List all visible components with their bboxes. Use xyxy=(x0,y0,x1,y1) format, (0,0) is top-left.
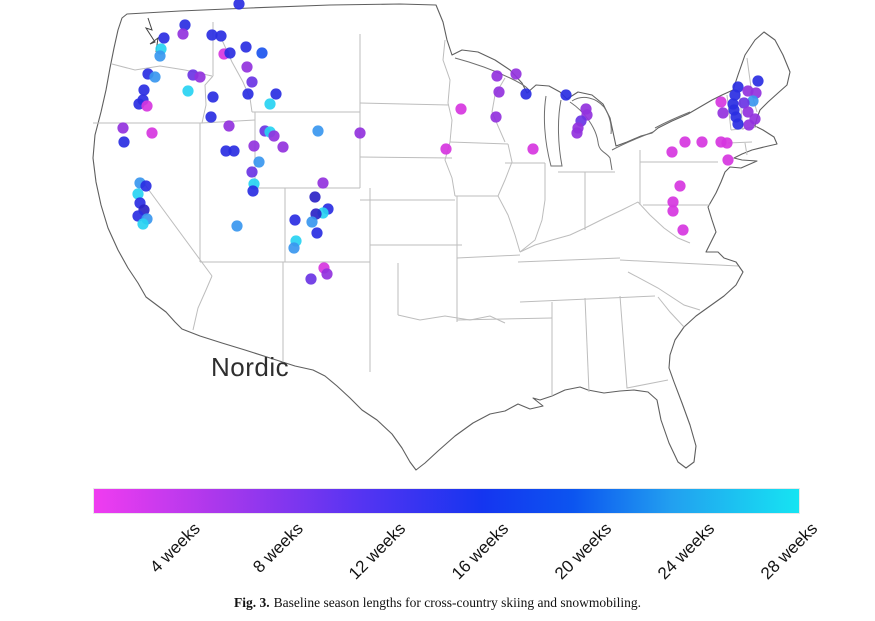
data-point xyxy=(311,227,323,239)
data-point xyxy=(242,88,254,100)
data-point xyxy=(747,95,759,107)
data-point xyxy=(264,98,276,110)
colorbar-tick-label: 24 weeks xyxy=(654,519,719,584)
puget-sound-coast xyxy=(144,17,159,53)
data-points-layer xyxy=(117,0,764,285)
data-point xyxy=(666,146,678,158)
figure-caption: Fig. 3. Baseline season lengths for cross… xyxy=(0,595,875,611)
colorbar-legend xyxy=(93,488,800,514)
data-point xyxy=(520,88,532,100)
data-point xyxy=(738,97,750,109)
data-point xyxy=(117,122,129,134)
colorbar-tick-label: 12 weeks xyxy=(345,519,410,584)
data-point xyxy=(743,119,755,131)
us-map xyxy=(92,0,791,471)
data-point xyxy=(717,107,729,119)
data-point xyxy=(560,89,572,101)
data-point xyxy=(132,188,144,200)
data-point xyxy=(715,96,727,108)
data-point xyxy=(146,127,158,139)
data-point xyxy=(305,273,317,285)
data-point xyxy=(224,47,236,59)
data-point xyxy=(141,100,153,112)
data-point xyxy=(206,29,218,41)
data-point xyxy=(253,156,265,168)
data-point xyxy=(722,154,734,166)
data-point xyxy=(510,68,522,80)
caption-text: Baseline season lengths for cross-countr… xyxy=(273,595,642,610)
data-point xyxy=(306,216,318,228)
data-point xyxy=(288,242,300,254)
data-point xyxy=(246,166,258,178)
data-point xyxy=(246,76,258,88)
data-point xyxy=(149,71,161,83)
data-point xyxy=(667,205,679,217)
data-point xyxy=(321,268,333,280)
data-point xyxy=(241,61,253,73)
data-point xyxy=(742,106,754,118)
data-point xyxy=(490,111,502,123)
data-point xyxy=(137,218,149,230)
data-point xyxy=(312,125,324,137)
data-point xyxy=(732,118,744,130)
data-point xyxy=(228,145,240,157)
region-label: Nordic xyxy=(211,352,290,382)
data-point xyxy=(138,84,150,96)
data-point xyxy=(752,75,764,87)
us-outline xyxy=(92,3,791,471)
data-point xyxy=(194,71,206,83)
colorbar-tick-label: 28 weeks xyxy=(757,519,822,584)
data-point xyxy=(247,185,259,197)
data-point xyxy=(220,145,232,157)
data-point xyxy=(571,127,583,139)
data-point xyxy=(679,136,691,148)
data-point xyxy=(223,120,235,132)
data-point xyxy=(177,28,189,40)
colorbar-tick-label: 16 weeks xyxy=(448,519,513,584)
data-point xyxy=(317,177,329,189)
data-point xyxy=(721,137,733,149)
data-point xyxy=(132,210,144,222)
data-point xyxy=(118,136,130,148)
data-point xyxy=(248,140,260,152)
data-point xyxy=(455,103,467,115)
data-point xyxy=(158,32,170,44)
data-point xyxy=(268,130,280,142)
data-point xyxy=(233,0,245,10)
data-point xyxy=(729,89,741,101)
data-point xyxy=(667,196,679,208)
data-point xyxy=(277,141,289,153)
data-point xyxy=(309,191,321,203)
caption-fig-number: Fig. 3. xyxy=(233,595,270,610)
data-point xyxy=(240,41,252,53)
colorbar-tick-label: 4 weeks xyxy=(145,519,204,577)
data-point xyxy=(154,50,166,62)
data-point xyxy=(205,111,217,123)
data-point xyxy=(696,136,708,148)
colorbar-tick-label: 8 weeks xyxy=(248,519,307,577)
data-point xyxy=(677,224,689,236)
data-point xyxy=(207,91,219,103)
data-point xyxy=(179,19,191,31)
data-point xyxy=(270,88,282,100)
data-point xyxy=(182,85,194,97)
data-point xyxy=(256,47,268,59)
data-point xyxy=(491,70,503,82)
data-point xyxy=(527,143,539,155)
data-point xyxy=(493,86,505,98)
data-point xyxy=(674,180,686,192)
data-point xyxy=(215,30,227,42)
colorbar-tick-label: 20 weeks xyxy=(551,519,616,584)
data-point xyxy=(289,214,301,226)
data-point xyxy=(440,143,452,155)
data-point xyxy=(140,180,152,192)
data-point xyxy=(354,127,366,139)
data-point xyxy=(231,220,243,232)
